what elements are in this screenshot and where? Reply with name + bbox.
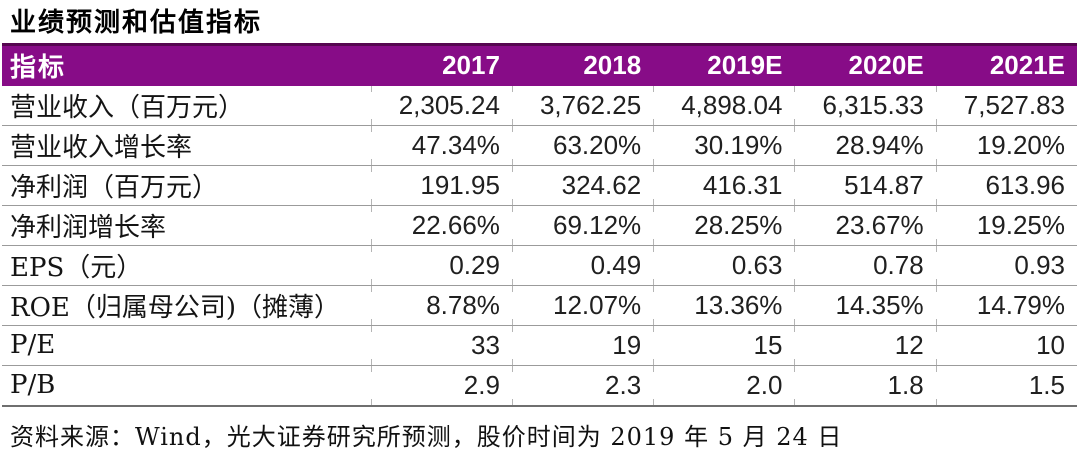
cell-value: 22.66% — [370, 205, 512, 246]
cell-value: 19.20% — [935, 125, 1077, 166]
cell-value: 33 — [370, 325, 512, 366]
page-title: 业绩预测和估值指标 — [10, 8, 263, 38]
cell-value: 19 — [511, 325, 654, 366]
cell-value: 69.12% — [511, 205, 654, 246]
column-header-2017: 2017 — [370, 42, 512, 86]
column-header-2019e: 2019E — [653, 42, 795, 86]
row-label: ROE（归属母公司)（摊薄） — [2, 285, 371, 326]
cell-value: 15 — [653, 325, 795, 366]
column-header-2020e: 2020E — [794, 42, 936, 86]
cell-value: 2.3 — [511, 365, 654, 407]
row-label: 营业收入增长率 — [2, 125, 371, 166]
cell-value: 6,315.33 — [794, 85, 936, 126]
source-note: 资料来源：Wind，光大证券研究所预测，股价时间为 2019 年 5 月 24 … — [10, 422, 843, 451]
cell-value: 0.93 — [935, 245, 1077, 286]
cell-value: 191.95 — [370, 165, 512, 206]
table-row-revenue-growth: 营业收入增长率 47.34% 63.20% 30.19% 28.94% 19.2… — [2, 125, 1077, 166]
cell-value: 7,527.83 — [935, 85, 1077, 126]
table-row-pb: P/B 2.9 2.3 2.0 1.8 1.5 — [2, 365, 1077, 407]
cell-value: 4,898.04 — [653, 85, 795, 126]
table-row-net-profit: 净利润（百万元） 191.95 324.62 416.31 514.87 613… — [2, 165, 1077, 206]
column-header-2018: 2018 — [511, 42, 654, 86]
valuation-metrics-table: 指标 2017 2018 2019E 2020E 2021E 营业收入（百万元）… — [2, 42, 1077, 407]
cell-value: 3,762.25 — [511, 85, 654, 126]
cell-value: 2.0 — [653, 365, 795, 407]
cell-value: 2,305.24 — [370, 85, 512, 126]
cell-value: 10 — [935, 325, 1077, 366]
cell-value: 1.8 — [794, 365, 936, 407]
table-row-pe: P/E 33 19 15 12 10 — [2, 325, 1077, 366]
cell-value: 613.96 — [935, 165, 1077, 206]
cell-value: 416.31 — [653, 165, 795, 206]
cell-value: 28.25% — [653, 205, 795, 246]
row-label: 净利润（百万元） — [2, 165, 371, 206]
cell-value: 0.49 — [511, 245, 654, 286]
table-row-eps: EPS（元） 0.29 0.49 0.63 0.78 0.93 — [2, 245, 1077, 286]
cell-value: 28.94% — [794, 125, 936, 166]
cell-value: 8.78% — [370, 285, 512, 326]
table-row-net-profit-growth: 净利润增长率 22.66% 69.12% 28.25% 23.67% 19.25… — [2, 205, 1077, 246]
cell-value: 30.19% — [653, 125, 795, 166]
cell-value: 12 — [794, 325, 936, 366]
column-header-2021e: 2021E — [935, 42, 1077, 86]
cell-value: 12.07% — [511, 285, 654, 326]
row-label: 净利润增长率 — [2, 205, 371, 246]
cell-value: 14.35% — [794, 285, 936, 326]
cell-value: 324.62 — [511, 165, 654, 206]
row-label: 营业收入（百万元） — [2, 85, 371, 126]
row-label: P/E — [2, 325, 371, 366]
column-header-indicator: 指标 — [2, 42, 371, 86]
cell-value: 2.9 — [370, 365, 512, 407]
cell-value: 514.87 — [794, 165, 936, 206]
cell-value: 0.78 — [794, 245, 936, 286]
cell-value: 23.67% — [794, 205, 936, 246]
table-row-revenue: 营业收入（百万元） 2,305.24 3,762.25 4,898.04 6,3… — [2, 85, 1077, 126]
cell-value: 63.20% — [511, 125, 654, 166]
cell-value: 47.34% — [370, 125, 512, 166]
cell-value: 1.5 — [935, 365, 1077, 407]
row-label: EPS（元） — [2, 245, 371, 286]
table-header-row: 指标 2017 2018 2019E 2020E 2021E — [2, 42, 1077, 86]
cell-value: 13.36% — [653, 285, 795, 326]
cell-value: 19.25% — [935, 205, 1077, 246]
row-label: P/B — [2, 365, 371, 407]
cell-value: 0.63 — [653, 245, 795, 286]
cell-value: 14.79% — [935, 285, 1077, 326]
table-row-roe: ROE（归属母公司)（摊薄） 8.78% 12.07% 13.36% 14.35… — [2, 285, 1077, 326]
cell-value: 0.29 — [370, 245, 512, 286]
